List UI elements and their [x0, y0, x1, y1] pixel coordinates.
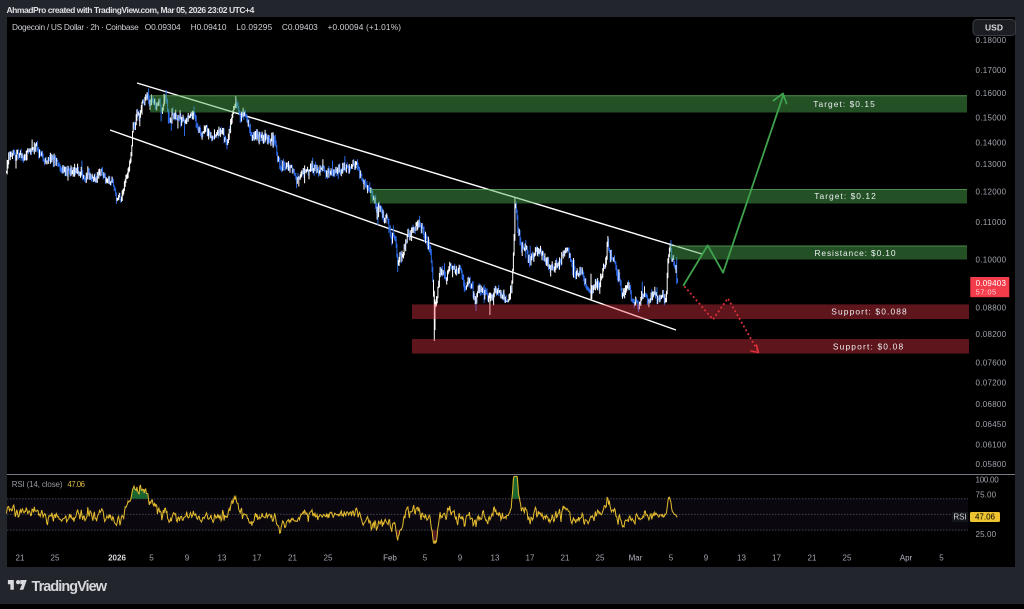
svg-text:25: 25: [324, 553, 333, 562]
svg-text:0.16000: 0.16000: [976, 89, 1007, 98]
svg-text:0.15000: 0.15000: [976, 114, 1007, 123]
svg-text:17: 17: [253, 553, 262, 562]
svg-text:Support: $0.08: Support: $0.08: [833, 341, 904, 351]
svg-text:Target: $0.12: Target: $0.12: [814, 191, 876, 201]
svg-text:O0.09304: O0.09304: [145, 22, 181, 32]
svg-text:0.07200: 0.07200: [976, 379, 1007, 388]
svg-text:5: 5: [939, 553, 944, 562]
svg-text:0.12000: 0.12000: [976, 187, 1007, 196]
svg-text:USD: USD: [985, 23, 1003, 33]
svg-text:RSI: RSI: [953, 513, 966, 522]
svg-text:0.06100: 0.06100: [976, 441, 1007, 450]
svg-text:17: 17: [526, 553, 535, 562]
svg-text:0.08800: 0.08800: [976, 304, 1007, 313]
svg-text:100.00: 100.00: [976, 475, 1000, 484]
svg-text:0.10000: 0.10000: [976, 256, 1007, 265]
svg-text:57:05: 57:05: [976, 288, 997, 297]
svg-text:25.00: 25.00: [976, 530, 997, 539]
svg-text:13: 13: [491, 553, 500, 562]
svg-text:21: 21: [288, 553, 297, 562]
svg-text:47.06: 47.06: [975, 513, 996, 522]
svg-text:9: 9: [458, 553, 463, 562]
svg-text:Support: $0.088: Support: $0.088: [831, 307, 907, 317]
svg-text:Target: $0.15: Target: $0.15: [813, 99, 875, 109]
svg-text:0.07600: 0.07600: [976, 358, 1007, 367]
svg-text:13: 13: [218, 553, 227, 562]
svg-text:Dogecoin / US Dollar · 2h · Co: Dogecoin / US Dollar · 2h · Coinbase: [12, 22, 139, 32]
svg-text:H0.09410: H0.09410: [191, 22, 227, 32]
svg-text:0.06450: 0.06450: [976, 420, 1007, 429]
svg-text:75.00: 75.00: [976, 491, 997, 500]
svg-text:47.06: 47.06: [67, 480, 85, 489]
svg-text:0.14000: 0.14000: [976, 139, 1007, 148]
svg-text:25: 25: [843, 553, 852, 562]
svg-text:9: 9: [185, 553, 190, 562]
svg-text:0.08200: 0.08200: [976, 330, 1007, 339]
svg-text:+0.00094 (+1.01%): +0.00094 (+1.01%): [328, 22, 402, 32]
svg-text:5: 5: [149, 553, 154, 562]
svg-text:C0.09403: C0.09403: [282, 22, 318, 32]
svg-text:Mar: Mar: [629, 553, 643, 562]
svg-text:0.06800: 0.06800: [976, 400, 1007, 409]
svg-text:0.09403: 0.09403: [976, 279, 1007, 288]
svg-text:0.11000: 0.11000: [976, 218, 1007, 227]
svg-text:2026: 2026: [108, 553, 126, 562]
svg-text:Feb: Feb: [383, 553, 397, 562]
svg-text:TradingView: TradingView: [32, 579, 108, 595]
svg-text:AhmadPro created with TradingV: AhmadPro created with TradingView.com, M…: [7, 5, 255, 15]
svg-text:9: 9: [704, 553, 709, 562]
svg-text:21: 21: [561, 553, 570, 562]
svg-text:5: 5: [423, 553, 428, 562]
svg-text:RSI (14, close): RSI (14, close): [12, 480, 63, 489]
svg-text:25: 25: [596, 553, 605, 562]
svg-text:21: 21: [808, 553, 817, 562]
svg-text:Apr: Apr: [900, 553, 913, 562]
svg-text:17: 17: [772, 553, 781, 562]
svg-text:25: 25: [51, 553, 60, 562]
svg-text:0.17000: 0.17000: [976, 66, 1007, 75]
svg-text:0.18000: 0.18000: [976, 36, 1007, 45]
svg-text:5: 5: [669, 553, 674, 562]
svg-text:0.05800: 0.05800: [976, 460, 1007, 469]
svg-text:Resistance: $0.10: Resistance: $0.10: [815, 248, 896, 258]
svg-text:21: 21: [16, 553, 25, 562]
svg-text:13: 13: [737, 553, 746, 562]
svg-text:L0.09295: L0.09295: [236, 22, 272, 32]
svg-text:0.13000: 0.13000: [976, 160, 1007, 169]
